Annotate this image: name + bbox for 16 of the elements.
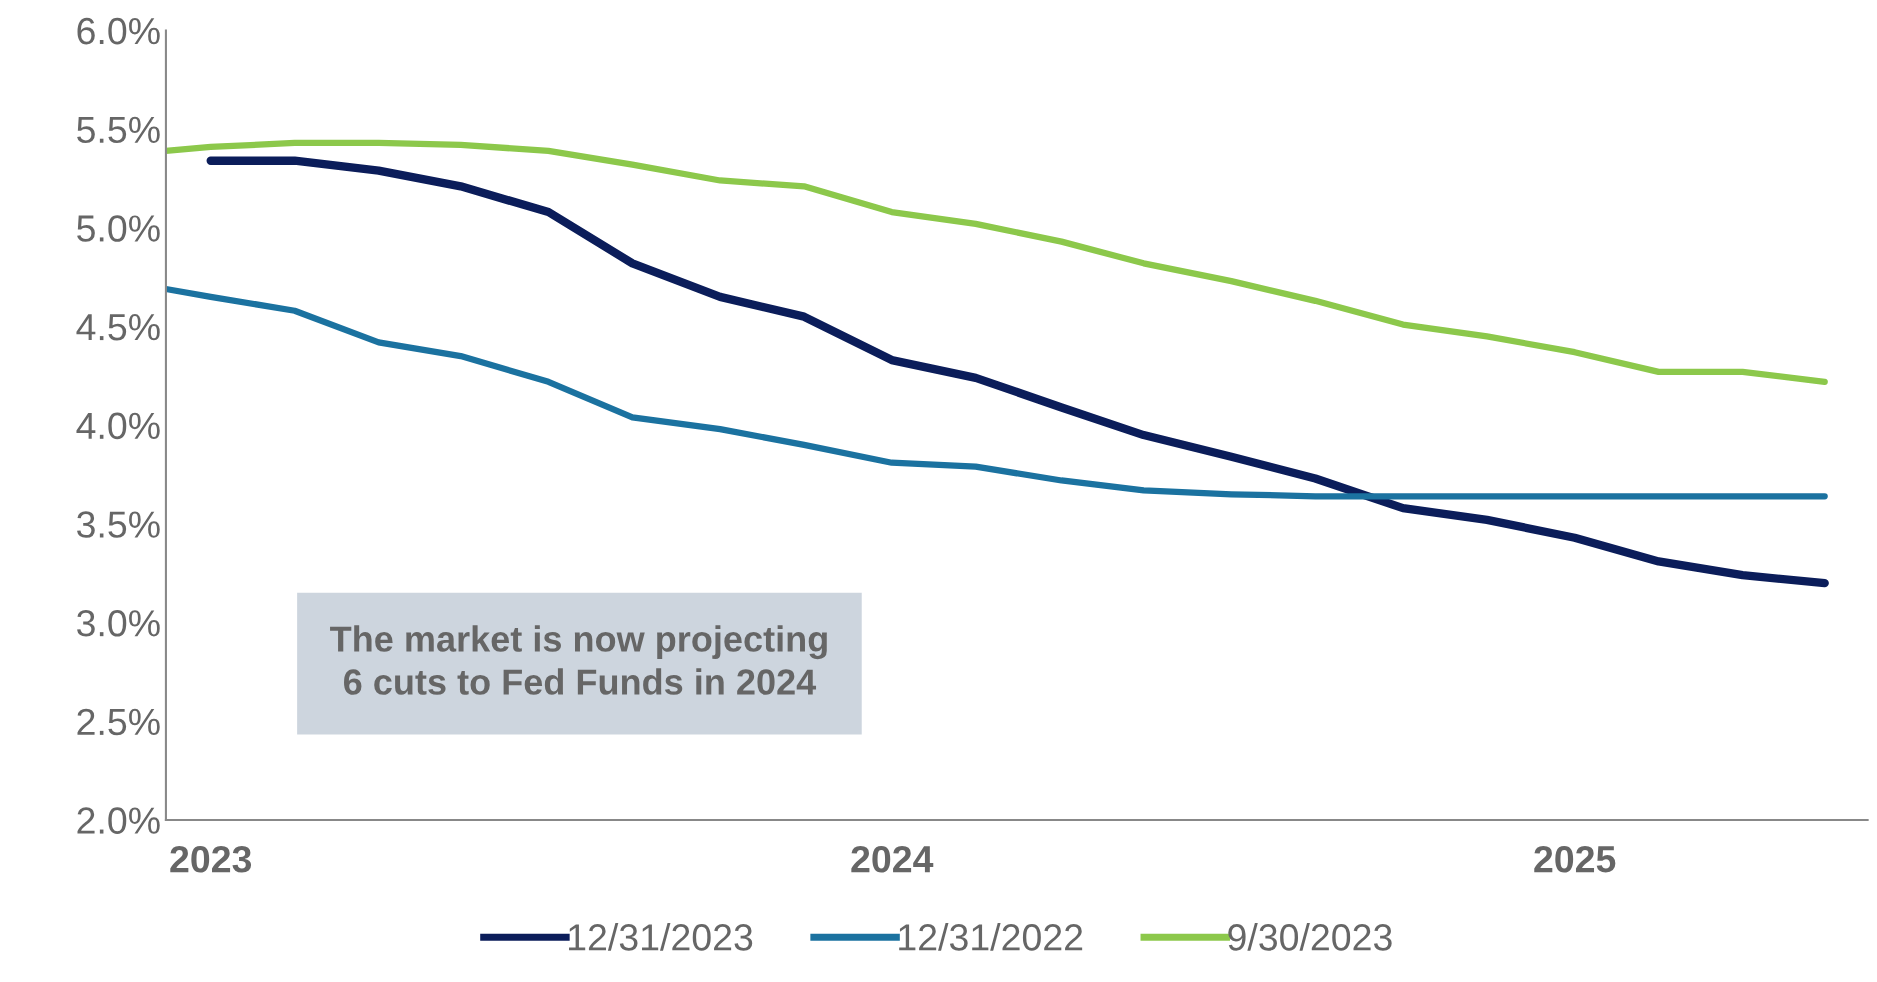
y-tick-label: 2.0%: [77, 807, 160, 834]
legend-label: 9/30/2023: [1228, 923, 1392, 951]
y-tick-label: 2.5%: [77, 708, 160, 736]
y-tick-label: 4.5%: [76, 314, 160, 341]
y-tick-label: 4.0%: [76, 412, 160, 440]
x-tick-label: 2024: [851, 845, 934, 873]
annotation: The market is now projecting 6 cuts to Fed Funds in 2024: [330, 625, 827, 695]
x-tick-label: 2023: [170, 845, 252, 873]
legend-label: 12/31/2023: [569, 923, 753, 951]
legend-label: 12/31/2022: [899, 923, 1083, 951]
y-tick-label: 5.0%: [77, 215, 160, 242]
y-tick-label: 6.0%: [77, 17, 160, 45]
y-tick-label: 5.5%: [77, 116, 160, 144]
y-tick-label: 3.5%: [77, 511, 160, 538]
x-tick-label: 2025: [1534, 845, 1616, 873]
y-tick-label: 3.0%: [77, 609, 160, 637]
